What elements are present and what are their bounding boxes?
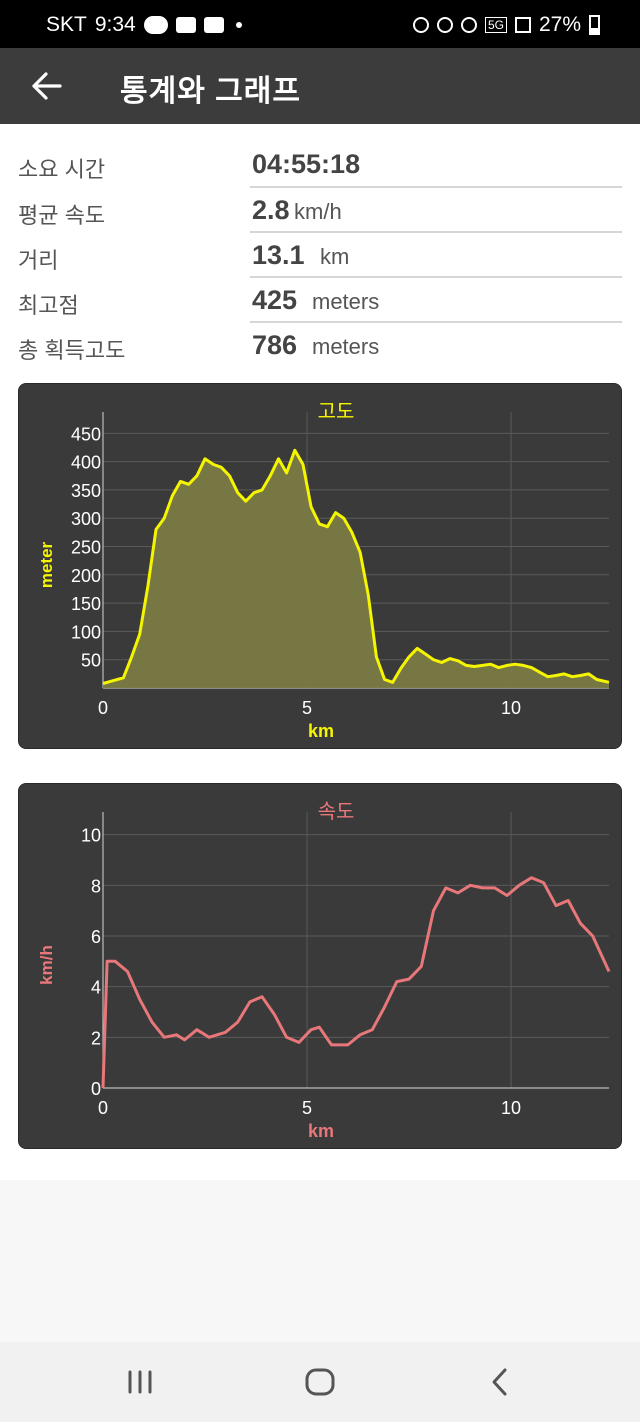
- stat-unit: km: [320, 244, 350, 269]
- more-notifications-icon: [235, 22, 242, 28]
- stat-row-max-elevation: 최고점 425 meters: [18, 278, 622, 323]
- recent-apps-icon[interactable]: [118, 1364, 162, 1400]
- x-tick-label: 0: [98, 1098, 108, 1118]
- x-tick-label: 5: [302, 1098, 312, 1118]
- carrier-label: SKT: [46, 13, 87, 36]
- stat-label: 거리: [18, 248, 59, 273]
- stat-unit: km/h: [294, 199, 342, 224]
- stat-label: 최고점: [18, 293, 79, 318]
- stat-row-avg-speed: 평균 속도 2.8 km/h: [18, 188, 622, 233]
- stat-unit: meters: [312, 334, 380, 359]
- status-right: 5G 27%: [412, 13, 600, 37]
- x-tick-label: 0: [98, 698, 108, 718]
- speed-chart: 0 2 4 6 8 10 0 5 10 속도 km km/h: [37, 800, 611, 1141]
- x-tick-label: 10: [501, 1098, 521, 1118]
- stat-row-duration: 소요 시간 04:55:18: [18, 142, 622, 187]
- stat-value: 2.8: [252, 195, 290, 225]
- x-tick-label: 5: [302, 698, 312, 718]
- stat-value: 04:55:18: [252, 149, 361, 179]
- app-bar: 통계와 그래프: [0, 48, 640, 124]
- mute-icon: [460, 17, 477, 33]
- y-axis-label: meter: [37, 541, 56, 588]
- y-tick-label: 250: [71, 538, 101, 558]
- back-icon[interactable]: [478, 1364, 522, 1400]
- status-time: 9:34: [94, 13, 136, 36]
- elevation-chart-card: 50 100 150 200 250 300 350 400 450 0 5 10 고도 km meter: [18, 383, 622, 749]
- speed-line: [101, 876, 611, 1089]
- stat-value: 786: [252, 330, 298, 360]
- stat-row-total-gain: 총 획득고도 786 meters: [18, 323, 622, 368]
- y-tick-label: 8: [91, 876, 101, 896]
- elevation-area: [103, 450, 609, 688]
- stat-label: 평균 속도: [18, 203, 106, 228]
- stats-content: 소요 시간 04:55:18 평균 속도 2.8 km/h 거리 13.1 km…: [0, 124, 640, 1180]
- x-tick-label: 10: [501, 698, 521, 718]
- y-tick-label: 100: [71, 622, 101, 642]
- stat-row-distance: 거리 13.1 km: [18, 233, 622, 278]
- speed-chart-card: 0 2 4 6 8 10 0 5 10 속도 km km/h: [18, 783, 622, 1149]
- chart-title: 속도: [318, 800, 355, 823]
- status-left: SKT 9:34: [46, 13, 242, 37]
- divider: [250, 186, 622, 188]
- y-tick-label: 4: [91, 978, 101, 998]
- x-axis-label: km: [308, 1121, 334, 1141]
- divider: [250, 231, 622, 233]
- y-tick-label: 10: [81, 826, 101, 846]
- elevation-chart: 50 100 150 200 250 300 350 400 450 0 5 10 고도 km meter: [37, 401, 610, 741]
- chart-title: 고도: [318, 401, 355, 423]
- y-tick-label: 300: [71, 509, 101, 529]
- battery-percent: 27%: [538, 13, 581, 36]
- signal-icon: [514, 17, 531, 33]
- home-icon[interactable]: [298, 1364, 342, 1400]
- divider: [250, 321, 622, 323]
- stat-unit: meters: [312, 289, 380, 314]
- band-app-icon: [143, 16, 168, 34]
- y-tick-label: 6: [91, 927, 101, 947]
- divider: [250, 276, 622, 278]
- y-tick-label: 150: [71, 594, 101, 614]
- y-tick-label: 200: [71, 566, 101, 586]
- stat-label: 총 획득고도: [18, 338, 126, 363]
- mail-icon: [203, 17, 224, 33]
- y-axis-label: km/h: [37, 945, 56, 985]
- network-5g-icon: 5G: [484, 17, 507, 33]
- battery-icon: [589, 15, 600, 35]
- x-axis-label: km: [308, 721, 334, 741]
- y-tick-label: 50: [81, 651, 101, 671]
- gallery-icon: [175, 17, 196, 33]
- y-tick-label: 450: [71, 424, 101, 444]
- stat-value: 13.1: [252, 240, 305, 270]
- elevation-line: [102, 448, 610, 685]
- page-title: 통계와 그래프: [120, 75, 301, 108]
- y-tick-label: 0: [91, 1079, 101, 1099]
- y-tick-label: 400: [71, 453, 101, 473]
- status-bar: SKT 9:34 5G 27%: [0, 0, 640, 48]
- stat-value: 425: [252, 285, 298, 315]
- stat-label: 소요 시간: [18, 157, 106, 182]
- arrow-left-icon[interactable]: [26, 68, 66, 104]
- system-nav-bar: [0, 1342, 640, 1422]
- y-tick-label: 2: [91, 1028, 101, 1048]
- bluetooth-icon: [436, 17, 453, 33]
- alarm-icon: [412, 17, 429, 33]
- y-tick-label: 350: [71, 481, 101, 501]
